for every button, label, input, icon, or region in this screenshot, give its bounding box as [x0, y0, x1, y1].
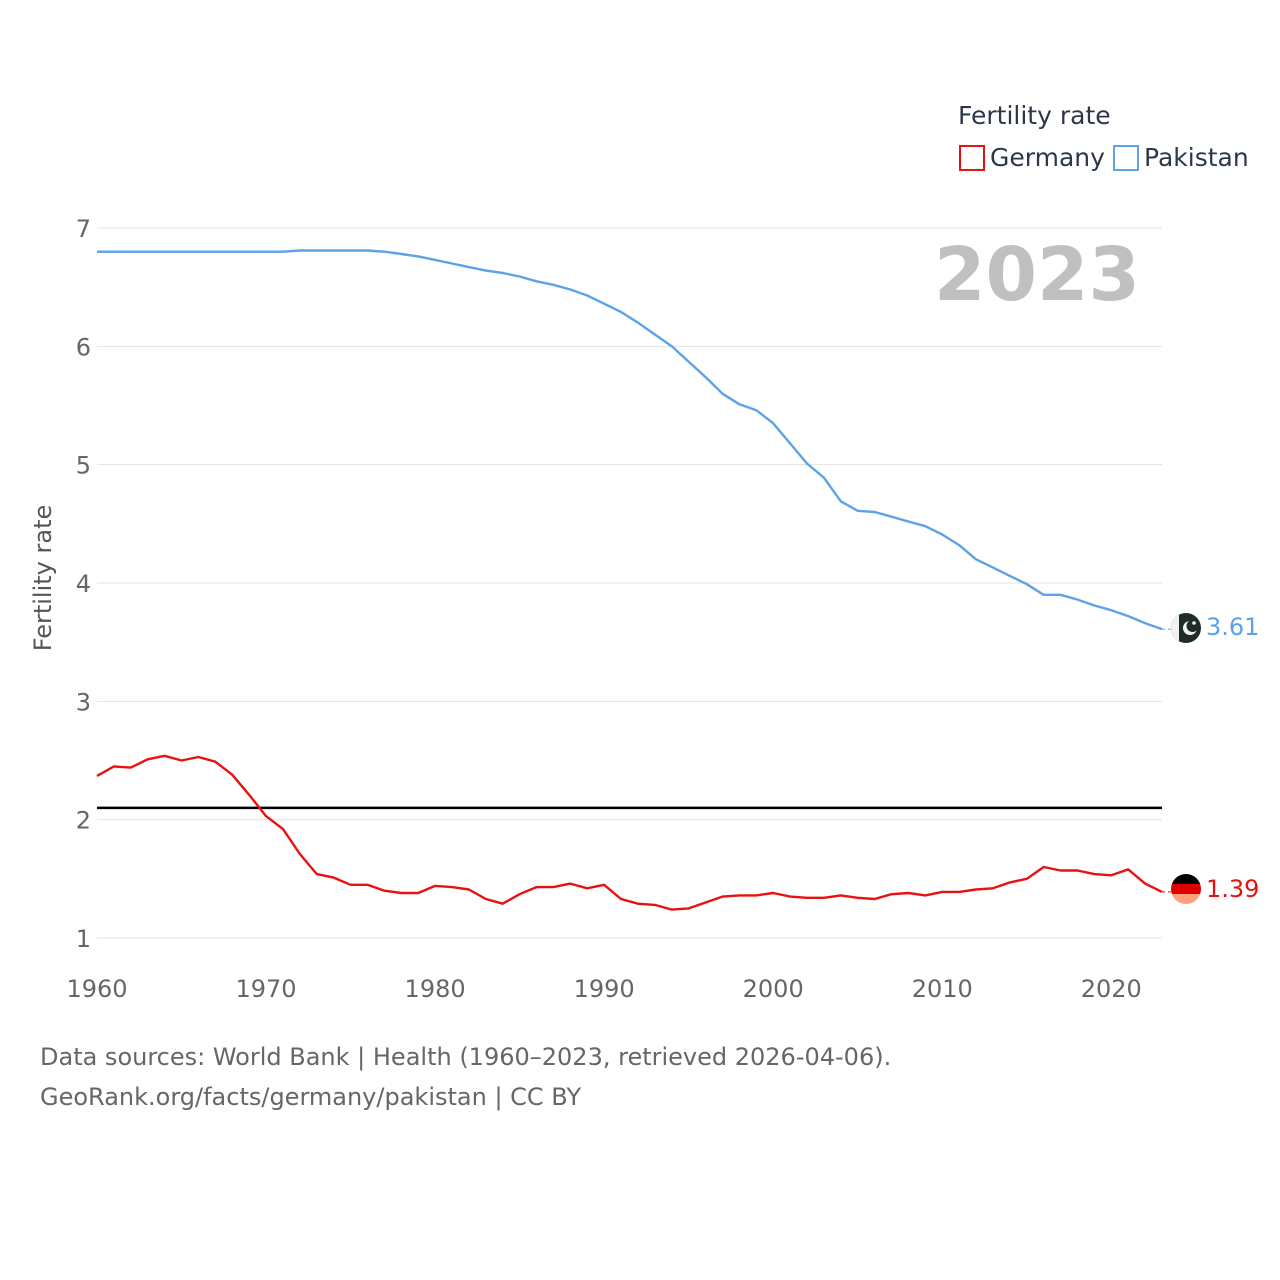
x-tick-label: 2010: [912, 975, 973, 1003]
legend: Fertility rate Germany Pakistan: [958, 101, 1249, 172]
x-tick-label: 2020: [1081, 975, 1142, 1003]
y-tick-label: 1: [76, 925, 91, 953]
x-tick-label: 1960: [66, 975, 127, 1003]
legend-item-pakistan[interactable]: Pakistan: [1113, 143, 1249, 172]
year-watermark: 2023: [934, 232, 1140, 318]
x-axis-ticks: 1960 1970 1980 1990 2000 2010 2020: [66, 975, 1141, 1003]
series-line-pakistan[interactable]: [97, 249, 1163, 631]
x-tick-label: 1980: [405, 975, 466, 1003]
data-source-note: Data sources: World Bank | Health (1960–…: [40, 1043, 892, 1071]
y-tick-label: 6: [76, 333, 91, 361]
y-tick-label: 3: [76, 688, 91, 716]
x-tick-label: 1990: [574, 975, 635, 1003]
y-axis-label: Fertility rate: [29, 505, 57, 652]
legend-swatch-pakistan: [1113, 145, 1139, 171]
germany-end-value: 1.39: [1206, 875, 1259, 903]
legend-title: Fertility rate: [958, 101, 1111, 130]
legend-swatch-germany: [959, 145, 985, 171]
legend-item-germany[interactable]: Germany: [959, 143, 1105, 172]
legend-label-germany: Germany: [990, 143, 1105, 172]
series-lines: [96, 249, 1172, 911]
y-axis-ticks: 1 2 3 4 5 6 7: [76, 215, 91, 953]
attribution-link[interactable]: GeoRank.org/facts/germany/pakistan | CC …: [40, 1083, 582, 1111]
series-line-germany[interactable]: [96, 754, 1163, 911]
germany-flag-icon: [1171, 874, 1201, 904]
y-tick-label: 7: [76, 215, 91, 243]
fertility-rate-chart: 1 2 3 4 5 6 7 1960 1970 1980 1990 2000 2010 2020 Fer…: [29, 101, 1259, 1003]
pakistan-flag-icon: [1171, 613, 1201, 643]
x-tick-label: 2000: [743, 975, 804, 1003]
y-tick-label: 4: [76, 570, 91, 598]
x-tick-label: 1970: [236, 975, 297, 1003]
y-tick-label: 2: [76, 807, 91, 835]
gridlines: [97, 227, 1162, 939]
legend-label-pakistan: Pakistan: [1144, 143, 1249, 172]
pakistan-end-value: 3.61: [1206, 613, 1259, 641]
y-tick-label: 5: [76, 452, 91, 480]
